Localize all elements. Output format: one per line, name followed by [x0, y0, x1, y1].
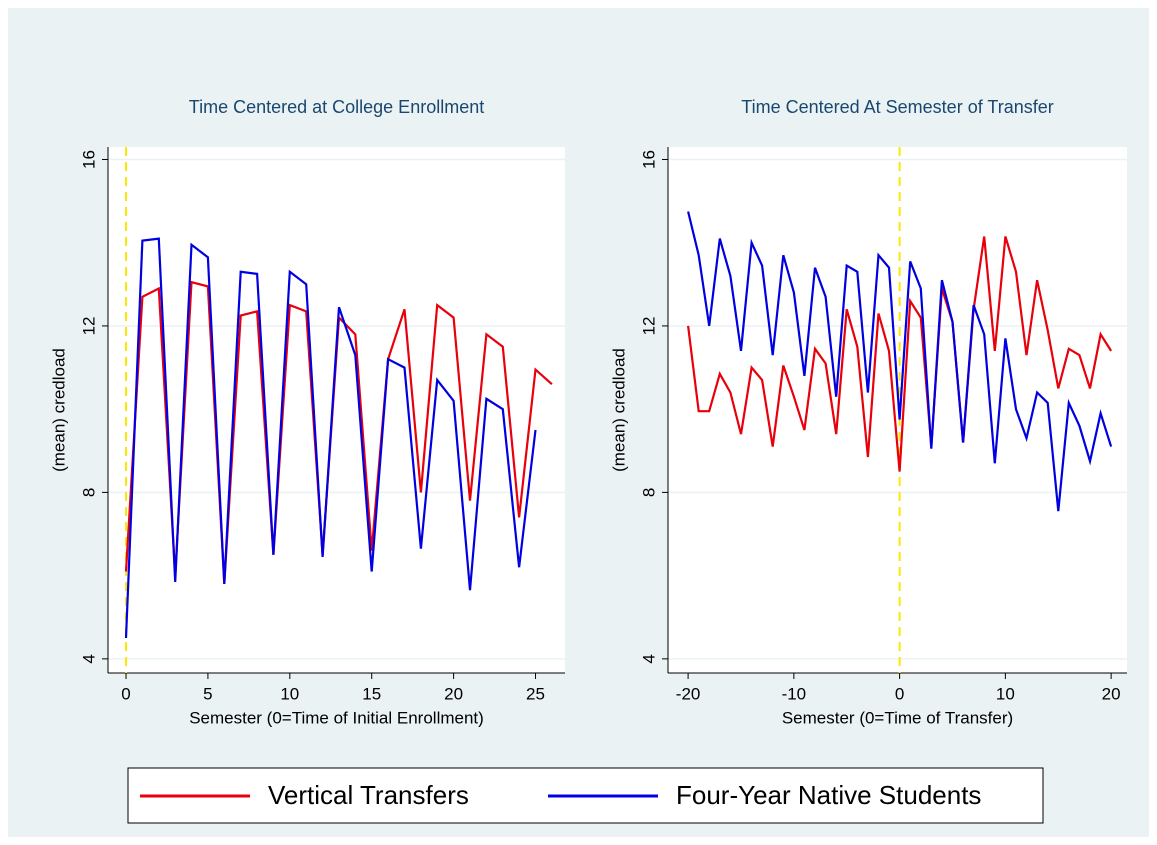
- y-axis-label: (mean) credload: [49, 348, 68, 472]
- plot-region: [108, 147, 565, 673]
- x-tick-label: 20: [1102, 684, 1121, 703]
- y-tick-label: 12: [79, 316, 98, 335]
- y-tick-label: 12: [639, 316, 658, 335]
- legend-box: [127, 767, 1044, 824]
- legend-label: Four-Year Native Students: [676, 780, 981, 810]
- y-tick-label: 16: [639, 150, 658, 169]
- x-tick-label: -20: [676, 684, 701, 703]
- data-line: [687, 236, 1113, 472]
- x-axis-label: Semester (0=Time of Initial Enrollment): [189, 708, 484, 727]
- y-tick-label: 16: [79, 150, 98, 169]
- chart-title: Time Centered at College Enrollment: [189, 97, 484, 117]
- chart-title: Time Centered At Semester of Transfer: [741, 97, 1053, 117]
- data-line: [124, 237, 537, 639]
- x-tick-label: 0: [895, 684, 904, 703]
- x-tick-label: 20: [444, 684, 463, 703]
- x-tick-label: 25: [526, 684, 545, 703]
- x-tick-label: 5: [203, 684, 212, 703]
- x-axis-label: Semester (0=Time of Transfer): [782, 708, 1013, 727]
- y-tick-label: 4: [79, 654, 98, 663]
- x-tick-label: 15: [362, 684, 381, 703]
- data-line: [687, 211, 1113, 512]
- x-tick-label: 10: [280, 684, 299, 703]
- x-tick-label: 0: [121, 684, 130, 703]
- legend-label: Vertical Transfers: [268, 780, 469, 810]
- y-axis-label: (mean) credload: [609, 348, 628, 472]
- y-tick-label: 4: [639, 654, 658, 663]
- x-tick-label: -10: [782, 684, 807, 703]
- y-tick-label: 8: [639, 488, 658, 497]
- x-tick-label: 10: [996, 684, 1015, 703]
- y-tick-label: 8: [79, 488, 98, 497]
- plot-region: [668, 147, 1127, 673]
